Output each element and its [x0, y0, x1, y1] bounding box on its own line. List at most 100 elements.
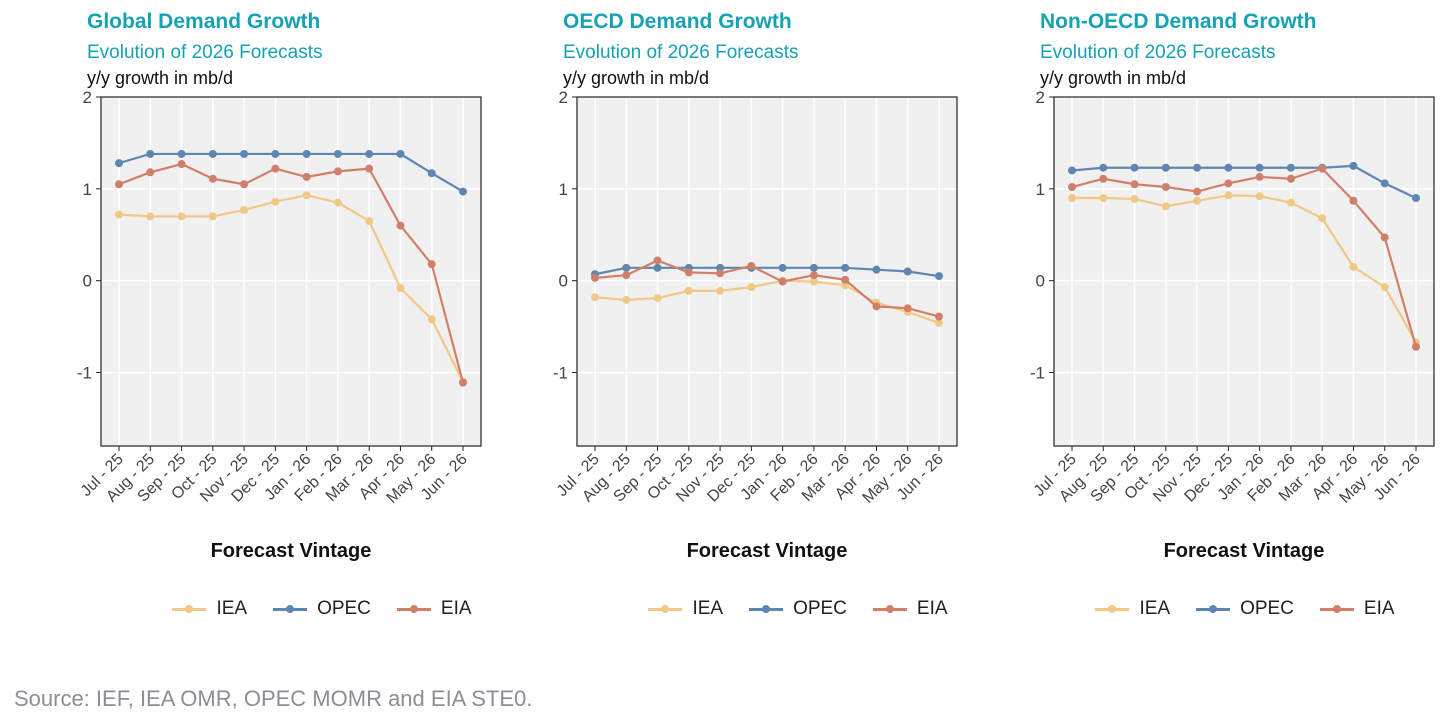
data-point-opec	[903, 267, 912, 276]
data-point-opec	[1380, 179, 1389, 188]
data-point-eia	[622, 271, 631, 280]
data-point-eia	[684, 268, 693, 277]
series-line-iea	[594, 279, 940, 324]
legend-label: OPEC	[793, 598, 847, 619]
data-point-iea	[935, 318, 943, 327]
data-point-eia	[1099, 174, 1108, 183]
data-point-opec	[240, 149, 249, 158]
data-point-eia	[653, 256, 662, 265]
data-point-eia	[208, 174, 217, 183]
legend-key-iea	[648, 602, 683, 616]
data-point-opec	[778, 263, 787, 272]
data-point-eia	[778, 277, 787, 286]
data-point-iea	[1286, 198, 1295, 207]
data-point-opec	[115, 159, 123, 168]
data-point-iea	[1255, 192, 1264, 201]
legend-item-iea: IEA	[172, 598, 247, 620]
data-point-iea	[1099, 194, 1108, 203]
legend-item-opec: OPEC	[1196, 598, 1294, 620]
legend-key-eia	[396, 602, 431, 616]
chart-title: OECD Demand Growth	[563, 10, 792, 33]
data-point-opec	[872, 265, 881, 274]
data-point-opec	[365, 149, 374, 158]
chart-title: Non-OECD Demand Growth	[1040, 10, 1317, 33]
data-point-iea	[427, 315, 436, 324]
data-point-eia	[1318, 164, 1327, 173]
data-point-iea	[115, 210, 123, 219]
data-point-iea	[716, 286, 725, 295]
data-point-iea	[1349, 262, 1358, 271]
y-tick-label: 1	[559, 180, 568, 199]
legend-label: EIA	[916, 598, 948, 619]
source-note: Source: IEF, IEA OMR, OPEC MOMR and EIA …	[14, 686, 533, 711]
data-point-eia	[240, 180, 249, 189]
series-line-opec	[1071, 164, 1417, 200]
data-point-eia	[1130, 180, 1139, 189]
data-point-eia	[935, 312, 943, 321]
y-tick-label: 0	[1036, 272, 1045, 291]
data-point-iea	[684, 286, 693, 295]
legend-label: EIA	[1363, 598, 1395, 619]
data-point-eia	[1255, 172, 1264, 181]
data-point-eia	[365, 164, 374, 173]
data-point-iea	[208, 212, 217, 221]
legend: IEA OPEC EIA	[563, 598, 1033, 620]
data-point-iea	[177, 212, 186, 221]
data-point-iea	[396, 284, 405, 293]
y-tick-label: 1	[83, 180, 92, 199]
data-point-iea	[591, 293, 599, 302]
data-point-opec	[653, 263, 662, 272]
data-point-eia	[459, 378, 467, 387]
legend-item-eia: EIA	[1319, 598, 1395, 620]
legend-item-eia: EIA	[396, 598, 472, 620]
data-point-opec	[809, 263, 818, 272]
y-tick-label: -1	[77, 364, 92, 383]
y-tick-label: 2	[1036, 88, 1045, 107]
data-point-eia	[333, 167, 342, 176]
data-point-iea	[1068, 194, 1076, 203]
data-point-iea	[1130, 194, 1139, 203]
legend-item-iea: IEA	[1095, 598, 1170, 620]
data-point-opec	[1255, 163, 1264, 172]
legend: IEA OPEC EIA	[1040, 598, 1450, 620]
data-point-iea	[1318, 214, 1327, 223]
plot-border	[1053, 96, 1435, 447]
data-point-iea	[809, 277, 818, 286]
data-point-iea	[653, 294, 662, 303]
data-point-eia	[1193, 187, 1202, 196]
data-point-iea	[271, 197, 280, 206]
x-axis-label: Forecast Vintage	[1164, 540, 1325, 562]
data-point-opec	[146, 149, 155, 158]
y-tick-label: 2	[559, 88, 568, 107]
data-point-opec	[208, 149, 217, 158]
data-point-eia	[1412, 342, 1420, 351]
data-point-iea	[333, 198, 342, 207]
data-point-eia	[716, 269, 725, 278]
data-point-eia	[302, 172, 311, 181]
data-point-iea	[747, 283, 756, 292]
data-point-iea	[622, 295, 631, 304]
data-point-iea	[1224, 191, 1233, 200]
legend-item-opec: OPEC	[273, 598, 371, 620]
series-line-iea	[1072, 194, 1417, 343]
data-point-opec	[622, 263, 631, 272]
legend-key-iea	[1095, 602, 1130, 616]
legend: IEA OPEC EIA	[87, 598, 557, 620]
data-point-opec	[1412, 194, 1420, 203]
data-point-iea	[146, 212, 155, 221]
plot-border	[100, 96, 482, 447]
y-tick-label: -1	[1030, 364, 1045, 383]
data-point-opec	[1161, 163, 1170, 172]
chart-title: Global Demand Growth	[87, 10, 321, 33]
data-point-eia	[1224, 179, 1233, 188]
data-point-eia	[809, 271, 818, 280]
data-point-eia	[1161, 183, 1170, 192]
data-point-eia	[427, 260, 436, 269]
data-point-iea	[365, 216, 374, 225]
plot-background	[1054, 97, 1434, 446]
data-point-opec	[716, 263, 725, 272]
data-point-iea	[1193, 196, 1202, 205]
data-point-opec	[935, 272, 943, 281]
data-point-eia	[872, 302, 881, 311]
data-point-eia	[271, 164, 280, 173]
